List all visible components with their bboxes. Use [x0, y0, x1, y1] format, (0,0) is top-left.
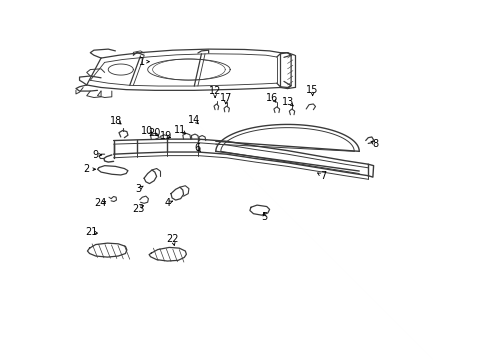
Text: 15: 15: [306, 85, 318, 95]
Text: 4: 4: [164, 198, 170, 208]
Text: 11: 11: [173, 125, 186, 135]
Text: 22: 22: [166, 234, 179, 244]
Text: 10: 10: [141, 126, 153, 135]
Text: 9: 9: [92, 150, 98, 160]
Text: 3: 3: [135, 184, 142, 194]
Text: 1: 1: [139, 57, 145, 67]
Text: 17: 17: [219, 93, 232, 103]
Text: 13: 13: [282, 97, 294, 107]
Text: 2: 2: [83, 164, 90, 174]
Text: 24: 24: [94, 198, 106, 208]
Text: 23: 23: [132, 204, 144, 214]
Text: 5: 5: [261, 212, 267, 221]
Text: 19: 19: [160, 131, 172, 141]
Text: 20: 20: [148, 129, 160, 138]
Text: 7: 7: [320, 171, 326, 181]
Text: 16: 16: [266, 93, 278, 103]
Text: 8: 8: [371, 139, 378, 149]
Text: 12: 12: [208, 86, 221, 96]
Text: 14: 14: [188, 115, 200, 125]
Text: 18: 18: [110, 116, 122, 126]
Text: 21: 21: [84, 227, 97, 237]
Text: 6: 6: [194, 143, 201, 153]
